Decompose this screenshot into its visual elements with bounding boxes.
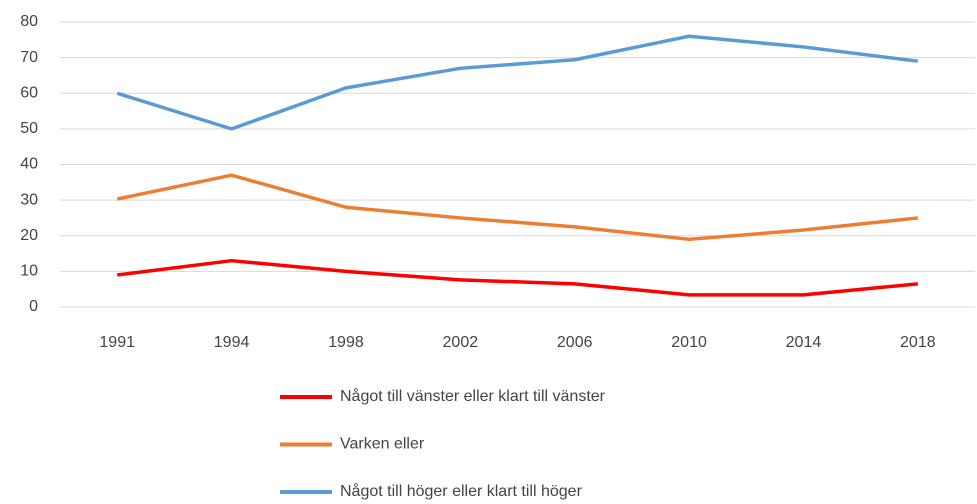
y-tick-label: 10 xyxy=(20,263,38,280)
y-tick-label: 60 xyxy=(20,84,38,101)
y-tick-label: 50 xyxy=(20,120,38,137)
y-tick-label: 80 xyxy=(20,13,38,30)
x-tick-label: 2010 xyxy=(671,334,707,351)
legend-label: Varken eller xyxy=(340,436,425,453)
y-tick-label: 20 xyxy=(20,227,38,244)
x-tick-label: 2014 xyxy=(786,334,822,351)
y-tick-label: 70 xyxy=(20,49,38,66)
x-tick-label: 2006 xyxy=(557,334,593,351)
y-tick-label: 0 xyxy=(29,298,38,315)
x-tick-label: 1991 xyxy=(99,334,135,351)
y-tick-label: 30 xyxy=(20,191,38,208)
x-tick-label: 1998 xyxy=(328,334,364,351)
series-line xyxy=(116,173,918,242)
series-line xyxy=(116,34,919,131)
series-line xyxy=(116,258,918,297)
legend-label: Något till höger eller klart till höger xyxy=(340,482,583,500)
x-tick-label: 2018 xyxy=(900,334,936,351)
x-tick-label: 2002 xyxy=(443,334,479,351)
y-tick-label: 40 xyxy=(20,156,38,173)
legend-label: Något till vänster eller klart till väns… xyxy=(340,387,606,405)
x-tick-label: 1994 xyxy=(214,334,250,351)
